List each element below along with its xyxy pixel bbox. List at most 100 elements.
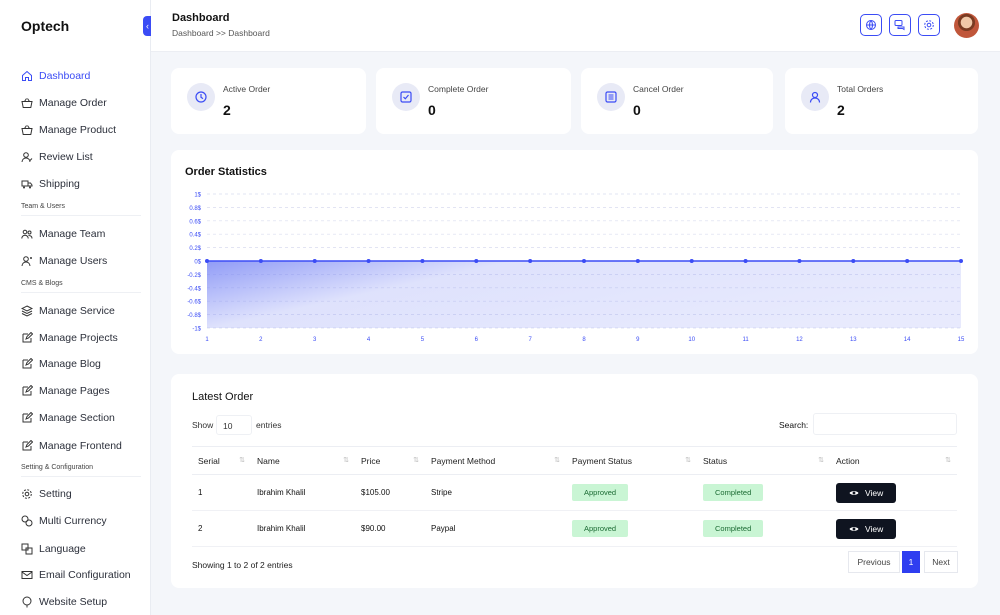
- stat-value: 0: [428, 102, 436, 118]
- latest-order-card: Latest Order Show 10 entries Search: Ser…: [171, 374, 978, 588]
- view-button[interactable]: View: [836, 518, 897, 539]
- globe-button[interactable]: [860, 14, 882, 36]
- y-tick-label: -0.4$: [187, 286, 201, 292]
- pagination-page-1[interactable]: 1: [902, 551, 920, 573]
- cell-serial: 1: [192, 474, 251, 511]
- sidebar-item-dashboard[interactable]: Dashboard: [21, 67, 90, 85]
- sidebar-item-manage-blog[interactable]: Manage Blog: [21, 355, 101, 373]
- cell-payment-status: Approved: [566, 474, 697, 511]
- sidebar-item-label: Email Configuration: [39, 569, 131, 581]
- showing-entries-text: Showing 1 to 2 of 2 entries: [192, 560, 293, 570]
- sidebar-item-review-list[interactable]: Review List: [21, 148, 93, 166]
- view-button[interactable]: View: [836, 482, 897, 503]
- sidebar-item-manage-users[interactable]: Manage Users: [21, 252, 107, 270]
- y-tick-label: 1$: [194, 193, 201, 199]
- x-tick-label: 3: [313, 337, 317, 343]
- stat-card-active-order: Active Order 2: [171, 68, 366, 134]
- cell-method: Paypal: [425, 510, 566, 547]
- sidebar-collapse-button[interactable]: ‹: [143, 16, 152, 36]
- search-input[interactable]: [813, 413, 957, 435]
- col-price[interactable]: Price ⇅: [355, 446, 425, 475]
- sidebar-item-label: Manage Projects: [39, 332, 118, 344]
- sidebar-item-multi-currency[interactable]: Multi Currency: [21, 512, 107, 530]
- sidebar-item-shipping[interactable]: Shipping: [21, 175, 80, 193]
- nav-group-setting-configuration: Setting & Configuration: [21, 464, 141, 477]
- page-title: Dashboard: [172, 12, 230, 24]
- stat-label: Total Orders: [837, 84, 884, 94]
- settings-button[interactable]: [918, 14, 940, 36]
- sidebar-item-manage-product[interactable]: Manage Product: [21, 121, 116, 139]
- sidebar-item-manage-team[interactable]: Manage Team: [21, 225, 105, 243]
- data-point: [258, 259, 263, 263]
- sidebar-item-label: Language: [39, 543, 86, 555]
- pagination-previous[interactable]: Previous: [848, 551, 900, 573]
- sidebar-item-manage-service[interactable]: Manage Service: [21, 302, 115, 320]
- data-point: [528, 259, 533, 263]
- chart-title: Order Statistics: [185, 166, 267, 178]
- avatar[interactable]: [954, 13, 979, 38]
- stat-card-total-orders: Total Orders 2: [785, 68, 978, 134]
- nav-group-team-users: Team & Users: [21, 203, 141, 216]
- y-tick-label: -0.8$: [187, 313, 201, 319]
- sidebar-item-manage-section[interactable]: Manage Section: [21, 409, 115, 427]
- x-tick-label: 12: [796, 337, 803, 343]
- entries-select[interactable]: 10: [216, 415, 252, 435]
- cell-action: View: [830, 474, 957, 511]
- sidebar-item-label: Manage Team: [39, 228, 106, 240]
- y-tick-label: -1$: [192, 327, 201, 333]
- user-icon: [801, 83, 829, 111]
- email-icon: [21, 571, 33, 579]
- clock-icon: [187, 83, 215, 111]
- layers-icon: [21, 305, 33, 317]
- col-action[interactable]: Action ⇅: [830, 446, 957, 475]
- sidebar-item-website-setup[interactable]: Website Setup: [21, 593, 107, 611]
- stat-label: Active Order: [223, 84, 271, 94]
- sidebar-item-manage-pages[interactable]: Manage Pages: [21, 382, 110, 400]
- pagination-next[interactable]: Next: [924, 551, 958, 573]
- stat-card-cancel-order: Cancel Order 0: [581, 68, 773, 134]
- sidebar-item-manage-projects[interactable]: Manage Projects: [21, 329, 118, 347]
- currency-icon: [21, 515, 33, 527]
- edit-icon: [22, 358, 33, 369]
- latest-order-title: Latest Order: [192, 391, 254, 403]
- stat-value: 2: [223, 102, 231, 118]
- sidebar-item-language[interactable]: Language: [21, 540, 86, 558]
- badge-check-icon: [392, 83, 420, 111]
- search-label: Search:: [779, 420, 809, 430]
- col-name[interactable]: Name ⇅: [251, 446, 355, 475]
- order-statistics-card: Order Statistics 1$ 0.8$ 0.6$ 0.4$ 0.2$ 0$ -0.…: [171, 150, 978, 354]
- sidebar-item-label: Dashboard: [39, 70, 91, 82]
- sidebar-item-manage-order[interactable]: Manage Order: [21, 94, 107, 112]
- data-point: [582, 259, 586, 263]
- col-status[interactable]: Status ⇅: [697, 446, 830, 475]
- chat-button[interactable]: [889, 14, 911, 36]
- sidebar-item-label: Manage Blog: [39, 358, 101, 370]
- sidebar-item-setting[interactable]: Setting: [21, 485, 72, 503]
- language-icon: [21, 543, 33, 555]
- gear-icon: [22, 489, 32, 499]
- nav-group-cms-blogs: CMS & Blogs: [21, 280, 141, 293]
- sidebar-item-label: Manage Users: [39, 255, 108, 267]
- col-serial[interactable]: Serial ⇅: [192, 446, 251, 475]
- col-payment-status[interactable]: Payment Status ⇅: [566, 446, 697, 475]
- data-point: [851, 259, 856, 263]
- eye-icon: [849, 526, 859, 531]
- sidebar-item-label: Multi Currency: [39, 515, 107, 527]
- basket-icon: [21, 98, 33, 108]
- sidebar-item-label: Review List: [39, 151, 93, 163]
- x-tick-label: 4: [367, 337, 371, 343]
- x-tick-label: 1: [205, 337, 209, 343]
- sidebar-item-manage-frontend[interactable]: Manage Frontend: [21, 437, 122, 455]
- x-tick-label: 2: [259, 337, 263, 343]
- sidebar-item-email-configuration[interactable]: Email Configuration: [21, 566, 131, 584]
- sidebar: Optech ‹ Dashboard Manage Order Manage P…: [0, 0, 152, 615]
- edit-icon: [22, 332, 33, 343]
- x-tick-label: 11: [742, 337, 749, 343]
- cell-name: Ibrahim Khalil: [251, 474, 355, 511]
- x-tick-label: 13: [850, 337, 857, 343]
- x-tick-label: 6: [475, 337, 479, 343]
- brand-logo: Optech: [21, 18, 70, 34]
- col-payment-method[interactable]: Payment Method ⇅: [425, 446, 566, 475]
- y-tick-label: 0.6$: [189, 219, 201, 225]
- stat-label: Cancel Order: [633, 84, 684, 94]
